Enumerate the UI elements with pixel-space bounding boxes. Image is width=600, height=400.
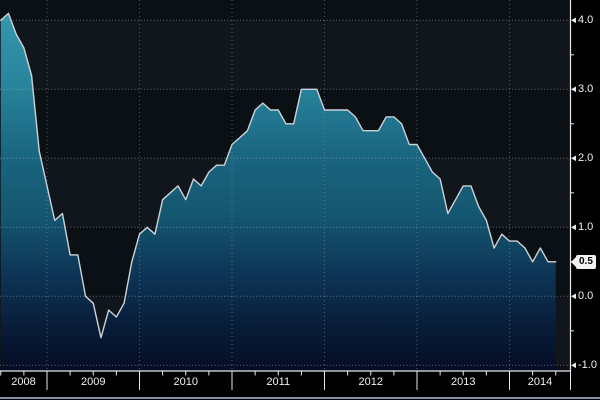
x-axis-year-label: 2014 <box>527 376 553 388</box>
x-axis-year-label: 2011 <box>266 376 291 388</box>
bottom-accent-strip <box>0 396 600 399</box>
x-axis-year-label: 2010 <box>173 376 198 388</box>
area-fill <box>0 13 556 371</box>
badge-left-arrow-icon <box>571 256 576 267</box>
x-axis-year-label: 2008 <box>11 376 36 388</box>
y-axis-ticks <box>570 17 576 369</box>
last-value-badge: 0.5 <box>571 254 596 269</box>
y-axis-tick-label: 4.0 <box>578 14 594 27</box>
horizontal-gridlines <box>0 19 571 366</box>
series-line <box>0 12 557 339</box>
y-axis-tick-label: 0.0 <box>578 290 594 303</box>
axes <box>0 0 572 372</box>
y-axis-tick-label: -1.0 <box>578 359 597 372</box>
x-axis-year-label: 2009 <box>81 376 106 388</box>
x-axis-year-label: 2012 <box>358 376 383 388</box>
x-axis-year-label: 2013 <box>451 376 476 388</box>
y-axis-tick-label: 1.0 <box>578 221 594 234</box>
badge-value: 0.5 <box>576 254 596 269</box>
y-axis-tick-label: 2.0 <box>578 152 594 165</box>
x-axis-ticks <box>0 371 571 390</box>
y-axis-tick-label: 3.0 <box>578 83 594 96</box>
